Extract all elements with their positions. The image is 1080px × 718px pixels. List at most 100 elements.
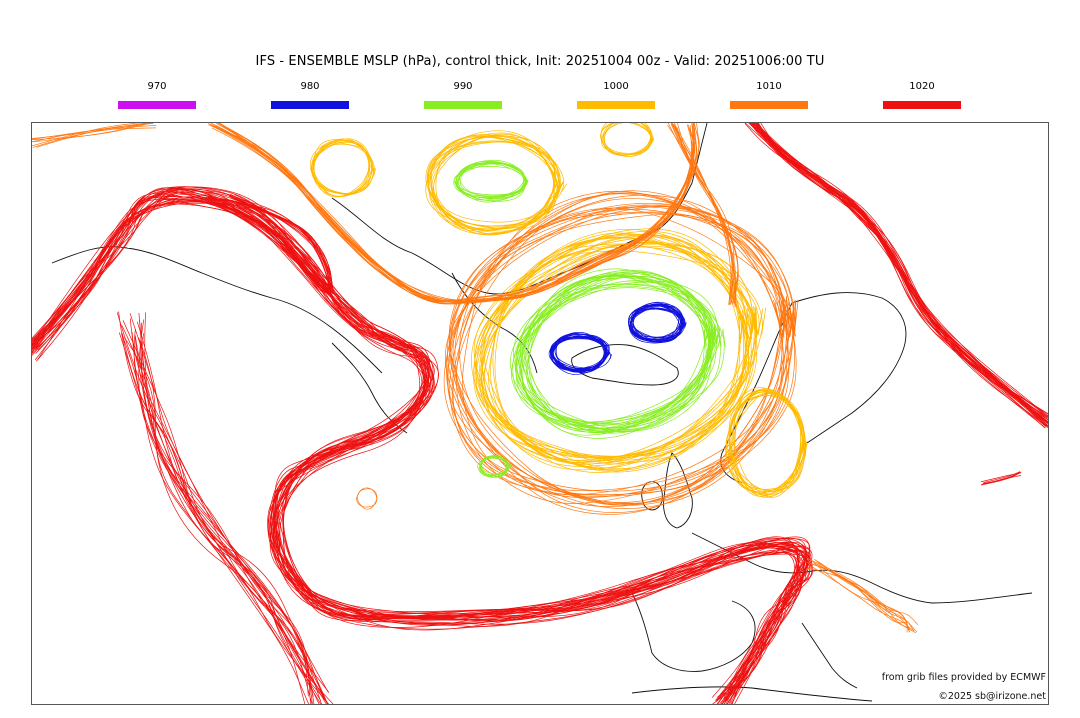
data-source-credit: from grib files provided by ECMWF <box>881 672 1046 683</box>
legend-swatch <box>730 101 808 109</box>
isobar-1010-greenland-ridge <box>213 123 694 303</box>
coastline-north-africa <box>631 686 873 702</box>
isobar-1020-west-atlantic <box>118 311 320 704</box>
isobar-1020-west-atlantic <box>140 322 325 701</box>
isobar-1000-greenland <box>430 132 556 223</box>
isobar-1020-northeast <box>751 123 1047 427</box>
legend-label: 1020 <box>909 81 935 92</box>
isobar-1000-arctic-north <box>602 123 654 156</box>
isobar-1000-scandinavia <box>734 391 808 498</box>
isobar-1000-north-atlantic-low <box>479 242 758 460</box>
isobar-1020-west-atlantic <box>136 321 310 704</box>
isobar-1020-hudson <box>205 200 331 293</box>
isobar-1010-northwest <box>32 123 140 147</box>
isobar-1020-west-atlantic <box>138 319 313 704</box>
isobar-1010-mediterranean <box>807 561 915 631</box>
isobar-990-north-atlantic-low <box>521 277 726 433</box>
coastline-norway <box>720 302 793 484</box>
isobar-1000-north-atlantic-low <box>494 236 756 465</box>
legend-item-980: 980 <box>271 80 349 109</box>
isobar-1000-scandinavia <box>731 390 805 494</box>
isobar-1020-northeast <box>744 123 1048 423</box>
legend-label: 1010 <box>756 81 782 92</box>
isobar-1000-arctic-west <box>311 141 373 196</box>
isobar-1010-north-atlantic-low <box>447 192 785 492</box>
isobar-990-north-atlantic-low <box>515 271 722 430</box>
isobar-1000-north-atlantic-low <box>473 234 748 458</box>
isobar-980-low-east <box>630 304 684 343</box>
isobar-1000-scandinavia <box>729 393 802 498</box>
isobar-980-low-west <box>550 336 605 370</box>
isobar-1020-west-atlantic <box>138 312 321 701</box>
coastline-canada-arctic <box>51 246 383 374</box>
isobar-1020-azores-high <box>32 188 811 704</box>
isobar-1010-northwest <box>32 123 151 139</box>
legend-swatch <box>118 101 196 109</box>
isobar-1000-arctic-north <box>603 123 655 156</box>
isobar-1020-azores-high <box>32 201 808 704</box>
isobar-1000-north-atlantic-low <box>474 235 748 458</box>
legend-item-970: 970 <box>118 80 196 109</box>
legend-item-990: 990 <box>424 80 502 109</box>
legend-label: 980 <box>300 81 320 92</box>
isobar-1020-azores-high <box>32 188 813 698</box>
isobar-990-north-atlantic-low <box>515 285 717 430</box>
isobar-1020-azores-high <box>32 187 813 704</box>
isobar-1020-west-atlantic <box>116 312 329 693</box>
isobar-1010-northwest <box>32 123 149 143</box>
legend-swatch <box>271 101 349 109</box>
isobar-1020-azores-high <box>32 195 805 704</box>
legend-item-1020: 1020 <box>883 80 961 109</box>
coastline-scandinavia <box>791 292 907 444</box>
isobar-1000-north-atlantic-low <box>474 243 757 470</box>
isobar-1020-northeast <box>757 123 1048 423</box>
isobar-1020-west-atlantic <box>134 334 314 697</box>
isobar-1020-west-atlantic <box>134 335 326 699</box>
isobar-990-north-atlantic-low <box>512 269 707 429</box>
isobar-1000-greenland <box>430 134 568 235</box>
isobar-1020-west-atlantic <box>129 318 322 704</box>
isobar-980-low-west <box>555 333 610 373</box>
isobar-990-small-low <box>479 455 507 478</box>
isobar-1020-azores-high <box>32 196 801 704</box>
isobar-1020-azores-high <box>32 186 811 704</box>
legend-item-1000: 1000 <box>577 80 655 109</box>
isobar-990-north-atlantic-low <box>520 268 710 426</box>
isobar-990-north-atlantic-low <box>527 273 715 423</box>
isobar-1000-greenland <box>425 133 555 229</box>
isobar-1020-northeast <box>752 123 1048 418</box>
legend-swatch <box>577 101 655 109</box>
isobar-1000-north-atlantic-low <box>492 243 753 463</box>
isobar-1000-greenland <box>428 135 563 232</box>
isobar-1000-scandinavia <box>725 389 806 495</box>
isobar-1020-hudson <box>206 193 329 292</box>
legend-label: 970 <box>147 81 167 92</box>
isobar-990-small-low <box>479 455 508 475</box>
isobar-1010-greenland-ridge <box>208 123 696 303</box>
legend-swatch <box>883 101 961 109</box>
isobar-ensemble <box>32 123 1048 704</box>
isobar-1010-east-greenland <box>671 123 736 305</box>
isobar-1020-hudson <box>208 201 331 295</box>
isobar-980-low-west <box>550 336 610 372</box>
isobar-1020-azores-high <box>32 193 813 703</box>
isobar-990-greenland <box>456 162 527 203</box>
isobar-1000-north-atlantic-low <box>481 242 745 457</box>
isobar-1010-mediterranean <box>807 558 910 632</box>
isobar-1010-greenland-ridge <box>211 123 696 302</box>
isobar-980-low-east <box>629 302 687 342</box>
isobar-990-north-atlantic-low <box>511 275 710 432</box>
isobar-1010-north-atlantic-low <box>446 204 785 504</box>
isobar-1010-mediterranean <box>813 562 918 625</box>
isobar-1000-north-atlantic-low <box>484 234 750 463</box>
legend-item-1010: 1010 <box>730 80 808 109</box>
isobar-1010-mediterranean <box>814 559 917 634</box>
isobar-990-north-atlantic-low <box>516 280 721 429</box>
isobar-1010-east-greenland <box>667 123 736 308</box>
legend-label: 990 <box>453 81 473 92</box>
isobar-990-north-atlantic-low <box>512 281 720 439</box>
isobar-1010-east-greenland <box>667 125 739 304</box>
isobar-1020-azores-high <box>35 190 811 704</box>
isobar-980-low-east <box>632 304 682 340</box>
isobar-990-small-low <box>481 457 509 476</box>
